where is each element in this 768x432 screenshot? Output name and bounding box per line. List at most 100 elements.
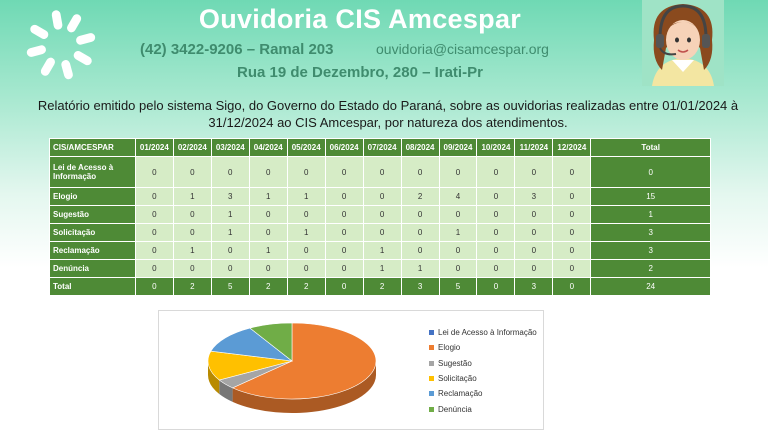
table-cell: 0	[476, 277, 516, 296]
table-row: Lei de Acesso à Informação 0 0 0 0 0 0 0 0 0 0 0 0 0	[49, 156, 711, 188]
table-cell: 0	[134, 187, 174, 206]
table-cell: 0	[476, 241, 516, 260]
header-month: 12/2024	[552, 138, 592, 157]
table-cell: 0	[210, 156, 250, 188]
table-cell: 0	[248, 156, 288, 188]
header-month: 07/2024	[362, 138, 402, 157]
table-cell: 0	[552, 156, 592, 188]
table-cell: 1	[362, 259, 402, 278]
legend-swatch	[429, 391, 434, 397]
header-month: 08/2024	[400, 138, 440, 157]
legend-label: Sugestão	[438, 358, 472, 368]
page-title: Ouvidoria CIS Amcespar	[198, 4, 522, 34]
header-category: CIS/AMCESPAR	[49, 138, 136, 157]
phone-number: (42) 3422-9206 – Ramal 203	[140, 41, 334, 58]
table-cell: 0	[210, 241, 250, 260]
ouvidoria-table: CIS/AMCESPAR 01/2024 02/2024 03/2024 04/2024…	[49, 138, 711, 296]
table-cell: 0	[476, 259, 516, 278]
header-month: 11/2024	[514, 138, 554, 157]
table-cell: 1	[248, 241, 288, 260]
table-cell: 0	[324, 259, 364, 278]
table-cell: 0	[248, 259, 288, 278]
headset-operator-avatar-icon	[642, 0, 724, 86]
table-cell: 0	[514, 241, 554, 260]
pie-slice-solicita-o	[207, 350, 293, 381]
header-month: 06/2024	[324, 138, 364, 157]
table-cell: 0	[134, 223, 174, 242]
table-cell: 0	[172, 259, 212, 278]
sunburst-logo-icon	[26, 10, 96, 80]
table-cell: 0	[324, 187, 364, 206]
row-label: Sugestão	[49, 205, 136, 224]
table-cell: 2	[362, 277, 402, 296]
legend-item: Sugestão	[429, 356, 537, 371]
table-cell: 2	[286, 277, 326, 296]
table-cell: 4	[438, 187, 478, 206]
table-cell: 0	[476, 187, 516, 206]
row-label: Lei de Acesso à Informação	[49, 156, 136, 188]
table-cell: 1	[172, 187, 212, 206]
pie-slice-elogio	[231, 322, 377, 400]
table-cell: 0	[438, 259, 478, 278]
table-cell: 0	[514, 259, 554, 278]
pie-chart: Lei de Acesso à Informação Elogio Sugestão…	[158, 310, 544, 430]
legend-swatch	[429, 360, 434, 366]
table-cell: 0	[134, 241, 174, 260]
table-cell: 0	[552, 277, 592, 296]
report-description: Relatório emitido pelo sistema Sigo, do …	[37, 98, 739, 130]
table-cell: 0	[476, 205, 516, 224]
table-cell: 0	[476, 223, 516, 242]
legend-swatch	[429, 345, 434, 351]
legend-label: Lei de Acesso à Informação	[438, 328, 537, 338]
table-cell: 0	[400, 156, 440, 188]
header-total: Total	[590, 138, 711, 157]
table-cell: 1	[210, 205, 250, 224]
legend-item: Solicitação	[429, 371, 537, 386]
table-cell: 0	[324, 277, 364, 296]
table-cell: 0	[438, 241, 478, 260]
row-total: 3	[590, 223, 711, 242]
table-row: Reclamação 0 1 0 1 0 0 1 0 0 0 0 0 3	[49, 241, 711, 260]
table-cell: 5	[438, 277, 478, 296]
table-cell: 0	[514, 156, 554, 188]
table-cell: 1	[286, 187, 326, 206]
table-row: Denúncia 0 0 0 0 0 0 1 1 0 0 0 0 2	[49, 259, 711, 278]
row-label: Total	[49, 277, 136, 296]
table-cell: 0	[552, 259, 592, 278]
table-cell: 0	[172, 205, 212, 224]
table-cell: 0	[362, 223, 402, 242]
legend-item: Denúncia	[429, 401, 537, 416]
table-cell: 2	[248, 277, 288, 296]
table-cell: 0	[134, 156, 174, 188]
header-month: 02/2024	[172, 138, 212, 157]
legend-label: Reclamação	[438, 389, 483, 399]
pie-slice-side	[208, 361, 220, 394]
email-address: ouvidoria@cisamcespar.org	[376, 41, 549, 57]
table-cell: 0	[552, 241, 592, 260]
table-cell: 0	[400, 241, 440, 260]
table-cell: 0	[400, 223, 440, 242]
header-month: 03/2024	[210, 138, 250, 157]
table-cell: 1	[172, 241, 212, 260]
table-cell: 0	[286, 241, 326, 260]
legend-swatch	[429, 330, 434, 336]
table-cell: 0	[362, 156, 402, 188]
table-cell: 0	[324, 205, 364, 224]
row-total: 3	[590, 241, 711, 260]
row-label: Elogio	[49, 187, 136, 206]
row-total: 1	[590, 205, 711, 224]
table-cell: 0	[514, 223, 554, 242]
table-cell: 0	[172, 223, 212, 242]
legend-item: Reclamação	[429, 386, 537, 401]
table-cell: 1	[438, 223, 478, 242]
table-cell: 3	[514, 187, 554, 206]
table-cell: 2	[400, 187, 440, 206]
pie-slice-reclama-o	[210, 327, 294, 362]
legend-item: Elogio	[429, 340, 537, 355]
table-cell: 0	[248, 223, 288, 242]
table-cell: 0	[134, 205, 174, 224]
table-cell: 0	[552, 223, 592, 242]
table-cell: 1	[210, 223, 250, 242]
row-total: 0	[590, 156, 711, 188]
table-row: Solicitação 0 0 1 0 1 0 0 0 1 0 0 0 3	[49, 223, 711, 242]
